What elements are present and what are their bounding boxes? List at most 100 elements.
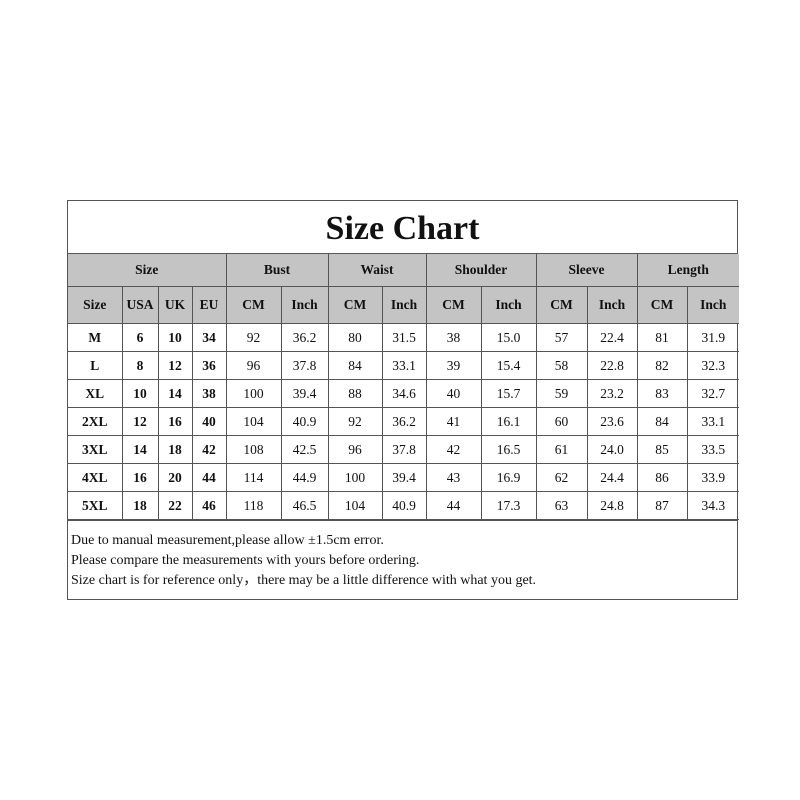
table-cell: 23.2: [586, 379, 638, 408]
table-cell: 63: [535, 491, 588, 520]
table-cell: 8: [121, 351, 159, 380]
sub-header-cell: EU: [191, 286, 227, 324]
table-cell: 43: [425, 463, 482, 492]
table-cell: 23.6: [586, 407, 638, 436]
table-cell: 24.4: [586, 463, 638, 492]
table-cell: 58: [535, 351, 588, 380]
sub-header-cell: CM: [225, 286, 282, 324]
table-cell: 60: [535, 407, 588, 436]
table-cell: 61: [535, 435, 588, 464]
table-row: 3XL 14 18 42 108 42.5 96 37.8 42 16.5 61 24.0 85 33.5: [68, 435, 740, 464]
table-cell: 40: [191, 407, 227, 436]
table-row: M 6 10 34 92 36.2 80 31.5 38 15.0 57 22.4 81 31.9: [68, 323, 740, 352]
table-cell: 44.9: [280, 463, 329, 492]
table-row: L 8 12 36 96 37.8 84 33.1 39 15.4 58 22.8 82 32.3: [68, 351, 740, 380]
sub-header-cell: Inch: [280, 286, 329, 324]
chart-title: Size Chart: [68, 201, 737, 254]
table-cell: 15.0: [480, 323, 537, 352]
table-cell: 33.9: [686, 463, 740, 492]
table-cell: 83: [636, 379, 688, 408]
table-cell: 16: [121, 463, 159, 492]
table-cell: 17.3: [480, 491, 537, 520]
group-header-shoulder: Shoulder: [425, 254, 537, 287]
group-header-sleeve: Sleeve: [535, 254, 638, 287]
table-cell: 10: [157, 323, 193, 352]
table-cell: 87: [636, 491, 688, 520]
table-cell: 114: [225, 463, 282, 492]
table-cell: 34.6: [381, 379, 427, 408]
table-cell: 57: [535, 323, 588, 352]
table-cell: 100: [327, 463, 383, 492]
table-cell: 41: [425, 407, 482, 436]
sub-header-row: Size USA UK EU CM Inch CM Inch CM Inch CM Inch CM Inc…: [68, 286, 740, 324]
table-cell: 33.1: [686, 407, 740, 436]
table-cell: 12: [157, 351, 193, 380]
table-cell: 118: [225, 491, 282, 520]
sub-header-cell: UK: [157, 286, 193, 324]
table-cell: 16.5: [480, 435, 537, 464]
table-row: XL 10 14 38 100 39.4 88 34.6 40 15.7 59 23.2 83 32.7: [68, 379, 740, 408]
sub-header-cell: CM: [636, 286, 688, 324]
table-cell: 18: [157, 435, 193, 464]
table-cell: 14: [121, 435, 159, 464]
sub-header-cell: USA: [121, 286, 159, 324]
sub-header-cell: CM: [535, 286, 588, 324]
table-cell: 15.4: [480, 351, 537, 380]
table-cell: 82: [636, 351, 688, 380]
table-cell: 36.2: [280, 323, 329, 352]
sub-header-cell: CM: [425, 286, 482, 324]
table-cell: 88: [327, 379, 383, 408]
table-cell: 37.8: [280, 351, 329, 380]
table-cell: 86: [636, 463, 688, 492]
table-cell: L: [68, 351, 123, 380]
table-cell: 39.4: [280, 379, 329, 408]
table-cell: 39: [425, 351, 482, 380]
table-cell: 108: [225, 435, 282, 464]
table-cell: 38: [191, 379, 227, 408]
table-cell: 42: [425, 435, 482, 464]
note-line: Due to manual measurement,please allow ±…: [71, 533, 384, 548]
table-cell: 36: [191, 351, 227, 380]
group-header-size: Size: [68, 254, 227, 287]
notes: Due to manual measurement,please allow ±…: [68, 520, 737, 599]
table-cell: 96: [225, 351, 282, 380]
table-cell: 36.2: [381, 407, 427, 436]
table-row: 4XL 16 20 44 114 44.9 100 39.4 43 16.9 62 24.4 86 33.…: [68, 463, 740, 492]
group-header-waist: Waist: [327, 254, 427, 287]
table-cell: 31.5: [381, 323, 427, 352]
table-cell: 40.9: [280, 407, 329, 436]
table-row: 2XL 12 16 40 104 40.9 92 36.2 41 16.1 60 23.6 84 33.1: [68, 407, 740, 436]
table-cell: 92: [225, 323, 282, 352]
table-cell: 22: [157, 491, 193, 520]
table-cell: 104: [225, 407, 282, 436]
note-line: Please compare the measurements with you…: [71, 553, 420, 568]
table-cell: 20: [157, 463, 193, 492]
table-cell: 32.7: [686, 379, 740, 408]
table-cell: 5XL: [68, 491, 123, 520]
table-cell: 46.5: [280, 491, 329, 520]
table-cell: 12: [121, 407, 159, 436]
sub-header-cell: Size: [68, 286, 123, 324]
sub-header-cell: Inch: [686, 286, 740, 324]
table-cell: 40.9: [381, 491, 427, 520]
table-cell: 40: [425, 379, 482, 408]
table-cell: 31.9: [686, 323, 740, 352]
table-cell: 33.5: [686, 435, 740, 464]
table-cell: 44: [425, 491, 482, 520]
table-cell: 62: [535, 463, 588, 492]
sub-header-cell: Inch: [586, 286, 638, 324]
table-cell: 22.4: [586, 323, 638, 352]
table-row: 5XL 18 22 46 118 46.5 104 40.9 44 17.3 63 24.8 87 34.…: [68, 491, 740, 520]
table-cell: 59: [535, 379, 588, 408]
group-header-bust: Bust: [225, 254, 329, 287]
table-cell: 38: [425, 323, 482, 352]
table-cell: 80: [327, 323, 383, 352]
table-cell: 2XL: [68, 407, 123, 436]
group-header-row: Size Bust Waist Shoulder Sleeve Length: [68, 254, 740, 287]
table-cell: 6: [121, 323, 159, 352]
table-cell: 84: [327, 351, 383, 380]
table-cell: 4XL: [68, 463, 123, 492]
table-cell: 18: [121, 491, 159, 520]
table-cell: 44: [191, 463, 227, 492]
sub-header-cell: Inch: [381, 286, 427, 324]
